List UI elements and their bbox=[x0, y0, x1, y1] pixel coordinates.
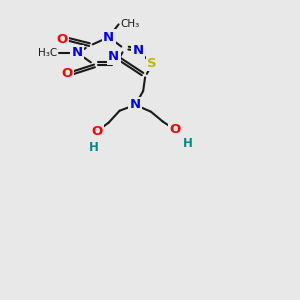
Text: O: O bbox=[56, 33, 67, 46]
Text: H₃C: H₃C bbox=[38, 48, 57, 58]
Text: N: N bbox=[72, 46, 83, 59]
Text: H: H bbox=[182, 137, 192, 150]
Text: N: N bbox=[130, 98, 141, 111]
Text: N: N bbox=[108, 50, 119, 63]
Text: O: O bbox=[92, 125, 103, 138]
Text: N: N bbox=[103, 31, 114, 44]
Text: O: O bbox=[169, 123, 180, 136]
Text: H: H bbox=[89, 141, 99, 154]
Text: S: S bbox=[147, 57, 157, 70]
Text: O: O bbox=[61, 67, 72, 80]
Text: CH₃: CH₃ bbox=[121, 20, 140, 29]
Text: N: N bbox=[133, 44, 144, 57]
